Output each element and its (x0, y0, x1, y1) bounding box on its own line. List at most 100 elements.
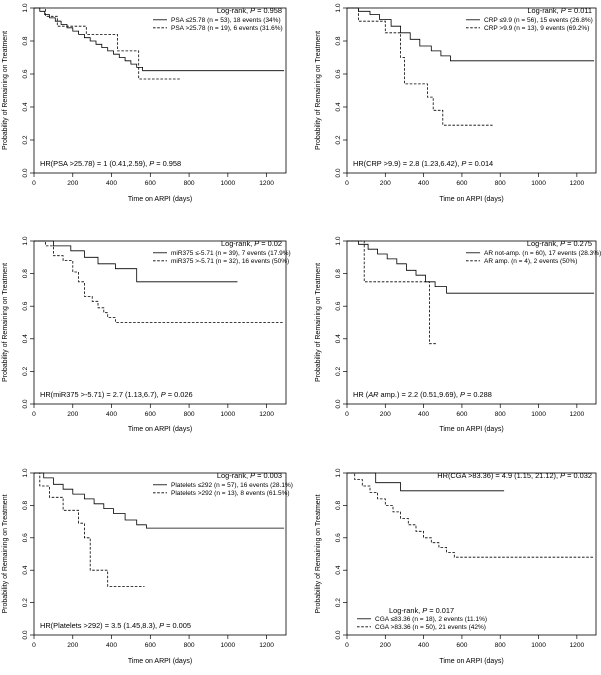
x-tick-label: 0 (32, 642, 36, 649)
bottom-annotation: Log-rank, P = 0.017 (389, 606, 454, 615)
plot-frame (346, 240, 597, 405)
km-curve-dashed (34, 240, 285, 323)
y-tick-label: 0.8 (335, 36, 342, 45)
x-axis: 0 200 400 600 800 1000 1200 (32, 635, 274, 649)
y-tick-label: 0.6 (22, 533, 29, 542)
top-annotation-label: Log-rank, (217, 6, 250, 15)
y-tick-label: 1.0 (335, 236, 342, 245)
y-tick-label: 0.6 (335, 533, 342, 542)
top-annotation: Log-rank, P = 0.02 (221, 239, 282, 248)
top-annotation-label: Log-rank, (527, 239, 560, 248)
bottom-annotation-label: amp.) = 2.2 (0.51,9.69), (378, 390, 460, 399)
y-tick-label: 1.0 (22, 468, 29, 477)
top-annotation-value: = 0.003 (255, 471, 282, 480)
top-annotation: HR(CGA >83.36) = 4.9 (1.15, 21.12), P = … (437, 471, 592, 480)
top-annotation-label: Log-rank, (221, 239, 254, 248)
bottom-annotation-value: = 0.026 (166, 390, 193, 399)
y-tick-label: 0.0 (335, 399, 342, 408)
x-tick-label: 600 (145, 642, 156, 649)
km-curve-dashed (34, 7, 182, 80)
x-tick-label: 1200 (259, 411, 274, 418)
y-axis: 0.0 0.2 0.4 0.6 0.8 1.0 (335, 236, 347, 409)
x-tick-label: 400 (418, 411, 429, 418)
top-annotation: Log-rank, P = 0.275 (527, 239, 592, 248)
x-tick-label: 200 (380, 642, 391, 649)
y-tick-label: 0.4 (22, 334, 29, 343)
p-symbol: P (254, 239, 259, 248)
x-axis-label: Time on ARPI (days) (128, 196, 192, 203)
bottom-annotation-value: = 0.017 (427, 606, 454, 615)
top-annotation: Log-rank, P = 0.958 (217, 6, 282, 15)
p-symbol: P (159, 621, 164, 630)
legend: PSA ≤25.78 (n = 53), 18 events (34%)PSA … (153, 17, 283, 32)
x-tick-label: 0 (345, 180, 349, 187)
bottom-annotation-label: HR(PSA >25.78) = 1 (0.41,2.59), (40, 159, 149, 168)
bottom-annotation-value: = 0.288 (465, 390, 492, 399)
x-tick-label: 200 (67, 180, 78, 187)
x-tick-label: 200 (67, 411, 78, 418)
y-axis: 0.0 0.2 0.4 0.6 0.8 1.0 (335, 3, 347, 178)
legend: CRP ≤9.9 (n = 56), 15 events (26.8%)CRP … (466, 17, 593, 32)
bottom-annotation-label: HR(Platelets >292) = 3.5 (1.45,8.3), (40, 621, 159, 630)
bottom-annotation-value: = 0.958 (154, 159, 181, 168)
y-tick-label: 0.2 (335, 598, 342, 607)
x-tick-label: 1200 (259, 180, 274, 187)
km-panel-crp: 0 200 400 600 800 1000 1200 Time on ARPI (days)… (315, 3, 597, 203)
plot-frame (33, 472, 287, 636)
bottom-annotation-label: HR(CRP >9.9) = 2.8 (1.23,6.42), (353, 159, 461, 168)
legend: CGA ≤83.36 (n = 18), 2 events (11.1%)CGA… (357, 616, 487, 631)
km-panel-cga: 0 200 400 600 800 1000 1200 Time on ARPI (days)… (315, 468, 597, 665)
y-tick-label: 1.0 (335, 468, 342, 477)
legend: AR not-amp. (n = 60), 17 events (28.3%)A… (466, 250, 601, 265)
km-curve-solid (347, 240, 595, 294)
y-tick-label: 0.0 (22, 630, 29, 639)
x-tick-label: 600 (145, 411, 156, 418)
x-tick-label: 1000 (531, 411, 546, 418)
y-tick-label: 0.4 (335, 334, 342, 343)
y-axis-label: Probability of Remaining on Treatment (2, 31, 9, 150)
x-tick-label: 200 (67, 642, 78, 649)
x-tick-label: 1000 (221, 411, 236, 418)
y-tick-label: 0.0 (335, 168, 342, 177)
x-tick-label: 600 (456, 180, 467, 187)
x-axis-label: Time on ARPI (days) (439, 658, 503, 665)
y-tick-label: 0.4 (22, 102, 29, 111)
bottom-annotation: HR (AR amp.) = 2.2 (0.51,9.69), P = 0.28… (353, 390, 492, 399)
top-annotation-value: = 0.275 (565, 239, 592, 248)
bottom-annotation-label: Log-rank, (389, 606, 422, 615)
plot-frame (346, 472, 597, 636)
top-annotation: Log-rank, P = 0.003 (217, 471, 282, 480)
top-annotation-value: = 0.958 (255, 6, 282, 15)
bottom-annotation-label: HR(miR375 >-5.71) = 2.7 (1.13,6.7), (40, 390, 161, 399)
x-axis-label: Time on ARPI (days) (128, 426, 192, 433)
y-axis: 0.0 0.2 0.4 0.6 0.8 1.0 (22, 236, 34, 409)
x-tick-label: 400 (418, 642, 429, 649)
y-axis-label: Probability of Remaining on Treatment (315, 494, 322, 613)
y-tick-label: 0.0 (22, 168, 29, 177)
p-symbol: P (560, 239, 565, 248)
km-curve-solid (34, 7, 285, 72)
km-curve-dashed (34, 472, 145, 587)
legend-entry: PSA ≤25.78 (n = 53), 18 events (34%) (171, 17, 281, 24)
p-symbol: P (250, 6, 255, 15)
x-tick-label: 400 (106, 642, 117, 649)
x-tick-label: 1000 (221, 180, 236, 187)
x-axis-label: Time on ARPI (days) (439, 196, 503, 203)
top-annotation: Log-rank, P = 0.011 (527, 6, 592, 15)
x-tick-label: 0 (345, 642, 349, 649)
km-curve-solid (347, 472, 505, 492)
y-tick-label: 0.8 (22, 36, 29, 45)
y-tick-label: 1.0 (335, 3, 342, 12)
y-axis-label: Probability of Remaining on Treatment (315, 31, 322, 150)
legend-entry: CGA ≤83.36 (n = 18), 2 events (11.1%) (375, 616, 487, 623)
y-axis: 0.0 0.2 0.4 0.6 0.8 1.0 (22, 3, 34, 178)
x-tick-label: 800 (184, 411, 195, 418)
y-tick-label: 0.4 (335, 102, 342, 111)
x-axis: 0 200 400 600 800 1000 1200 (345, 173, 585, 187)
top-annotation-value: = 0.011 (566, 6, 592, 15)
p-symbol: P (149, 159, 154, 168)
x-tick-label: 1000 (531, 180, 546, 187)
x-axis: 0 200 400 600 800 1000 1200 (345, 635, 585, 649)
y-tick-label: 0.8 (335, 269, 342, 278)
